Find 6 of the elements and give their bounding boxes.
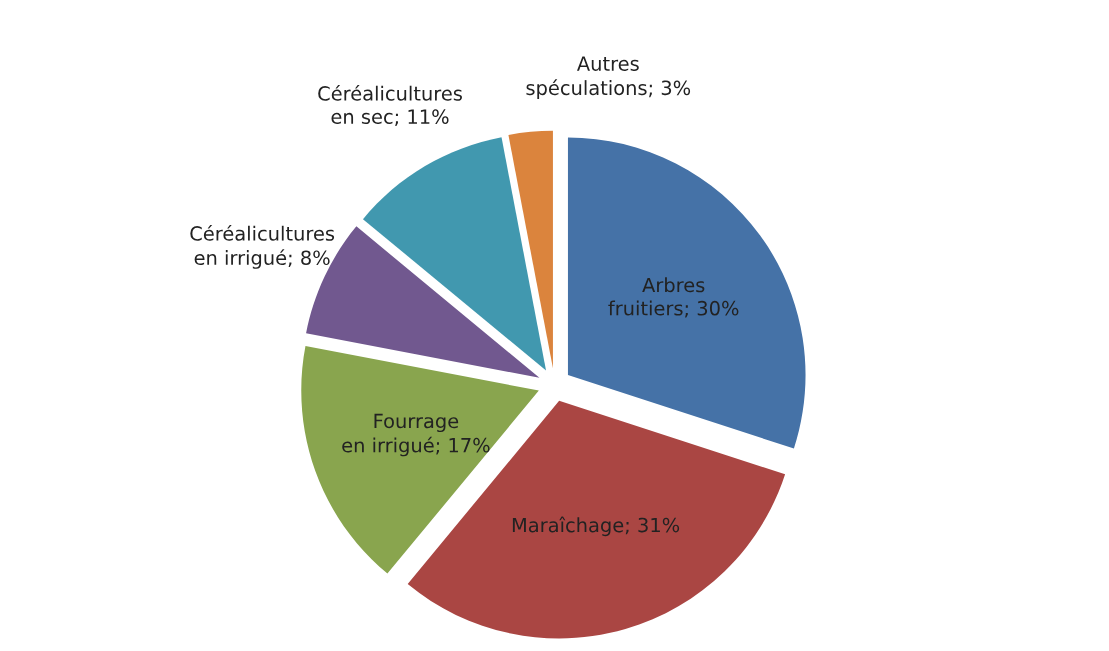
- slice-label: Céréalicultures en irrigué; 8%: [190, 225, 335, 269]
- slice-label: Arbres fruitiers; 30%: [608, 277, 739, 318]
- slice-label: Céréalicultures en sec; 11%: [318, 84, 462, 127]
- slice-label: Maraîchage; 31%: [512, 516, 680, 537]
- slice-label: Fourrage en irrigué; 17%: [342, 413, 490, 457]
- slice-label: Autres spéculations; 3%: [526, 56, 691, 99]
